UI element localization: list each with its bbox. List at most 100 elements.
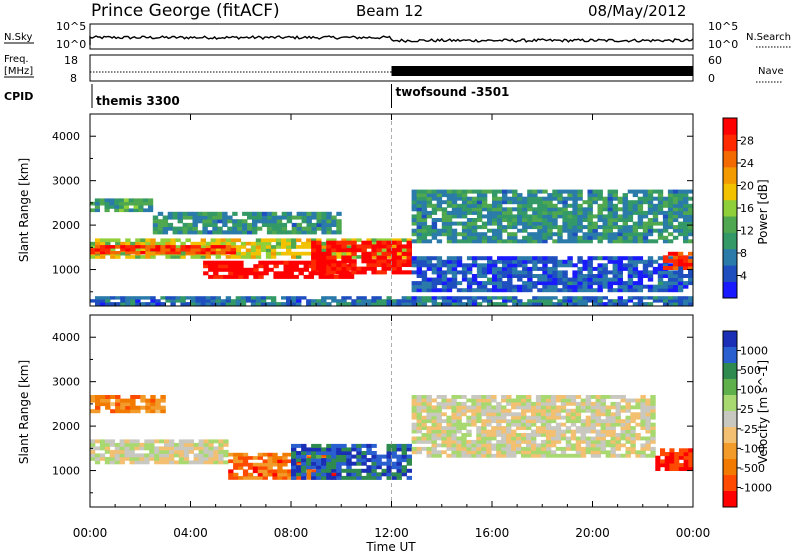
heatmap-cell: [550, 443, 557, 448]
heatmap-cell: [182, 215, 188, 220]
heatmap-cell: [642, 221, 649, 226]
heatmap-cell: [311, 244, 317, 249]
heatmap-cell: [592, 288, 598, 293]
heatmap-cell: [250, 255, 257, 259]
heatmap-cell: [396, 255, 402, 260]
heatmap-cell: [94, 446, 101, 451]
heatmap-cell: [150, 255, 156, 259]
heatmap-cell: [110, 302, 116, 306]
heatmap-cell: [421, 218, 428, 222]
heatmap-cell: [486, 405, 492, 410]
heatmap-cell: [411, 284, 417, 289]
heatmap-cell: [492, 218, 498, 222]
heatmap-cell: [311, 454, 317, 459]
heatmap-cell: [162, 222, 169, 227]
heatmap-cell: [625, 453, 631, 458]
heatmap-cell: [431, 446, 437, 451]
heatmap-cell: [386, 266, 392, 271]
heatmap-cell: [537, 218, 543, 222]
heatmap-cell: [217, 230, 223, 235]
heatmap-cell: [187, 215, 193, 220]
heatmap-cell: [165, 241, 171, 246]
heatmap-cell: [286, 215, 293, 220]
heatmap-cell: [547, 203, 553, 208]
heatmap-cell: [431, 284, 438, 289]
heatmap-cell: [283, 274, 289, 279]
heatmap-cell: [431, 398, 437, 403]
heatmap-cell: [240, 296, 247, 300]
heatmap-cell: [567, 288, 573, 293]
colorbar-tick-label: 20: [740, 180, 754, 193]
heatmap-cell: [306, 215, 312, 220]
heatmap-cell: [565, 401, 572, 406]
heatmap-cell: [577, 221, 583, 226]
heatmap-cell: [195, 255, 201, 259]
heatmap-cell: [607, 281, 613, 286]
heatmap-cell: [620, 395, 626, 399]
heatmap-cell: [125, 299, 131, 303]
heatmap-cell: [326, 454, 332, 459]
heatmap-cell: [547, 214, 553, 219]
y-tick-label: 3000: [52, 175, 80, 188]
heatmap-cell: [615, 419, 621, 424]
heatmap-cell: [321, 296, 327, 300]
heatmap-cell: [190, 255, 196, 259]
heatmap-cell: [140, 238, 146, 243]
heatmap-cell: [396, 259, 402, 264]
heatmap-cell: [652, 214, 659, 219]
heatmap-cell: [677, 221, 684, 226]
heatmap-cell: [592, 266, 598, 271]
heatmap-cell: [105, 248, 111, 252]
heatmap-cell: [386, 451, 392, 455]
heatmap-cell: [461, 266, 468, 271]
heatmap-cell: [615, 395, 621, 399]
heatmap-cell: [170, 245, 176, 249]
heatmap-cell: [587, 259, 593, 264]
heatmap-cell: [550, 412, 557, 417]
heatmap-cell: [451, 256, 458, 261]
heatmap-cell: [496, 443, 502, 448]
heatmap-cell: [595, 395, 601, 399]
heatmap-cell: [527, 218, 533, 222]
heatmap-cell: [531, 436, 537, 441]
heatmap-cell: [540, 401, 547, 406]
heatmap-cell: [466, 232, 473, 237]
heatmap-cell: [471, 412, 477, 417]
heatmap-cell: [537, 277, 543, 282]
heatmap-cell: [276, 215, 283, 220]
heatmap-cell: [276, 230, 283, 235]
heatmap-cell: [501, 429, 507, 434]
heatmap-cell: [115, 296, 121, 300]
heatmap-cell: [565, 453, 572, 458]
heatmap-cell: [502, 259, 508, 264]
heatmap-cell: [466, 277, 473, 282]
heatmap-cell: [291, 222, 298, 227]
heatmap-cell: [565, 419, 572, 424]
heatmap-cell: [617, 277, 623, 282]
heatmap-cell: [456, 232, 463, 237]
heatmap-cell: [223, 264, 229, 269]
heatmap-cell: [567, 302, 573, 306]
heatmap-cell: [531, 433, 537, 437]
heatmap-cell: [411, 395, 417, 399]
heatmap-cell: [326, 296, 332, 300]
heatmap-cell: [535, 429, 542, 434]
heatmap-cell: [647, 239, 654, 244]
heatmap-cell: [471, 189, 478, 194]
heatmap-cell: [622, 210, 628, 215]
heatmap-cell: [288, 267, 294, 272]
heatmap-cell: [416, 450, 422, 455]
heatmap-cell: [688, 228, 694, 233]
heatmap-cell: [466, 429, 472, 434]
heatmap-cell: [550, 450, 557, 455]
heatmap-cell: [590, 450, 597, 455]
heatmap-cell: [177, 219, 183, 224]
heatmap-cell: [431, 422, 437, 427]
heatmap-cell: [441, 450, 447, 455]
heatmap-cell: [316, 299, 322, 303]
heatmap-cell: [585, 422, 592, 427]
heatmap-cell: [265, 238, 272, 243]
heatmap-cell: [296, 472, 302, 477]
heatmap-cell: [521, 415, 527, 420]
heatmap-cell: [416, 259, 422, 264]
